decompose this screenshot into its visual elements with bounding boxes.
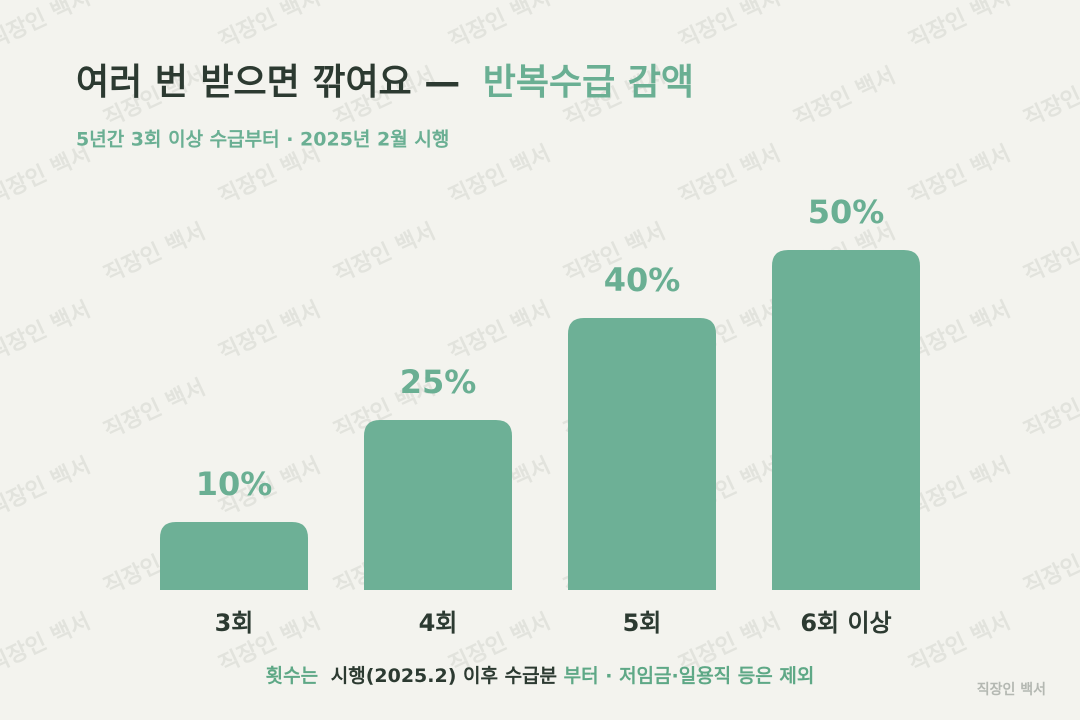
category-label: 6회 이상 [800, 609, 891, 637]
chart-title: 여러 번 받으면 깎여요 — 반복수급 감액 [76, 62, 694, 103]
bar [772, 250, 920, 590]
bar [160, 522, 308, 590]
footnote-part: 시행(2025.2) 이후 수급분 [331, 665, 557, 687]
title-part: 반복수급 감액 [483, 62, 694, 103]
value-label: 50% [808, 193, 885, 231]
category-label: 4회 [419, 609, 458, 637]
category-label: 3회 [215, 609, 254, 637]
category-label: 5회 [623, 609, 662, 637]
brand: 직장인 백서 [977, 681, 1046, 698]
subtitle: 5년간 3회 이상 수급부터 · 2025년 2월 시행 [76, 129, 449, 151]
footnote-part: 부터 · 저임금·일용직 등은 제외 [564, 665, 815, 687]
value-label: 40% [604, 261, 681, 299]
bar [568, 318, 716, 590]
footnote-part: 횟수는 [266, 665, 318, 687]
value-label: 10% [196, 465, 273, 503]
footnote: 횟수는 시행(2025.2) 이후 수급분 부터 · 저임금·일용직 등은 제외 [266, 665, 815, 687]
bar [364, 420, 512, 590]
value-label: 25% [400, 363, 477, 401]
title-part: 여러 번 받으면 깎여요 — [76, 62, 460, 103]
